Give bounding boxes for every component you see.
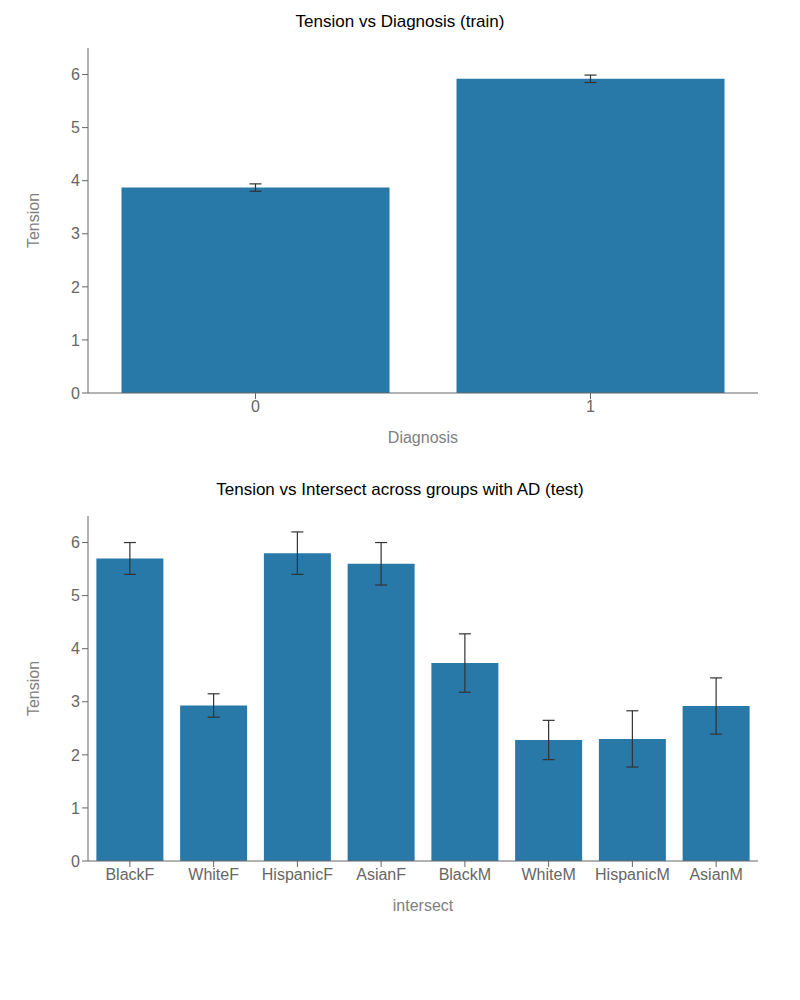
svg-text:3: 3: [71, 693, 80, 710]
svg-text:2: 2: [71, 279, 80, 296]
svg-text:AsianF: AsianF: [356, 866, 406, 883]
svg-text:intersect: intersect: [393, 897, 454, 914]
svg-text:0: 0: [251, 398, 260, 415]
svg-text:WhiteM: WhiteM: [522, 866, 576, 883]
svg-text:1: 1: [586, 398, 595, 415]
svg-text:Diagnosis: Diagnosis: [388, 429, 458, 446]
svg-text:BlackF: BlackF: [105, 866, 154, 883]
svg-text:4: 4: [71, 172, 80, 189]
svg-text:0: 0: [71, 385, 80, 402]
svg-text:6: 6: [71, 66, 80, 83]
svg-text:3: 3: [71, 225, 80, 242]
svg-text:Tension: Tension: [25, 193, 42, 248]
svg-text:BlackM: BlackM: [439, 866, 491, 883]
svg-text:HispanicF: HispanicF: [262, 866, 333, 883]
svg-text:4: 4: [71, 640, 80, 657]
html-text:Tension vs Intersect across gr: Tension vs Intersect across groups with …: [216, 480, 584, 499]
html-text:Tension vs Diagnosis (train): Tension vs Diagnosis (train): [295, 12, 505, 31]
svg-text:5: 5: [71, 587, 80, 604]
svg-text:5: 5: [71, 119, 80, 136]
svg-text:Tension: Tension: [25, 661, 42, 716]
svg-text:AsianM: AsianM: [689, 866, 742, 883]
svg-text:WhiteF: WhiteF: [188, 866, 239, 883]
svg-text:1: 1: [71, 332, 80, 349]
svg-text:1: 1: [71, 800, 80, 817]
svg-text:2: 2: [71, 747, 80, 764]
svg-text:HispanicM: HispanicM: [595, 866, 670, 883]
svg-text:0: 0: [71, 853, 80, 870]
svg-text:6: 6: [71, 534, 80, 551]
